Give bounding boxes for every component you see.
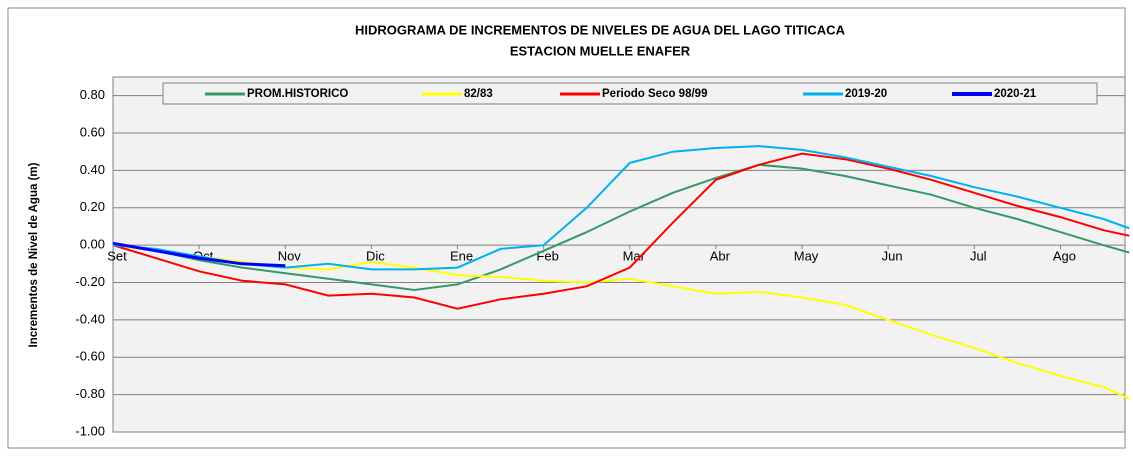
y-tick-label: -1.00 [75,423,105,438]
y-tick-label: 0.80 [80,87,105,102]
y-tick-label: -0.60 [75,349,105,364]
y-tick-label: -0.20 [75,274,105,289]
y-tick-label: -0.40 [75,311,105,326]
legend-label: 2020-21 [994,88,1037,100]
x-tick-label: Jul [970,249,987,264]
legend-box [162,82,1098,105]
x-tick-label: Ene [450,249,473,264]
series-line [112,241,286,268]
x-tick-label: Ago [1053,249,1076,264]
x-tick-label: Feb [536,249,558,264]
y-tick-label: 0.60 [80,124,105,139]
series-line [112,152,1130,310]
chart-subtitle: ESTACION MUELLE ENAFER [510,43,691,58]
y-tick-label: -0.80 [75,386,105,401]
plot-area [112,76,1126,433]
legend-label: 2019-20 [845,88,887,100]
series-line [112,145,1130,271]
legend-label: 82/83 [464,88,493,100]
x-tick-label: Nov [278,249,302,264]
x-tick-label: Jun [882,249,903,264]
x-tick-label: May [794,249,819,264]
x-tick-label: Mar [623,249,646,264]
series-line [112,163,1130,292]
y-axis-label: Incrementos de Nivel de Agua (m) [28,162,40,347]
y-tick-label: 0.00 [80,237,105,252]
x-tick-label: Abr [710,249,731,264]
chart-title: HIDROGRAMA DE INCREMENTOS DE NIVELES DE … [355,22,846,37]
y-tick-label: 0.20 [80,199,105,214]
legend-label: Periodo Seco 98/99 [602,88,707,100]
legend-label: PROM.HISTORICO [247,88,348,100]
x-tick-label: Dic [366,249,385,264]
x-tick-label: Set [107,249,127,264]
y-tick-label: 0.40 [80,162,105,177]
